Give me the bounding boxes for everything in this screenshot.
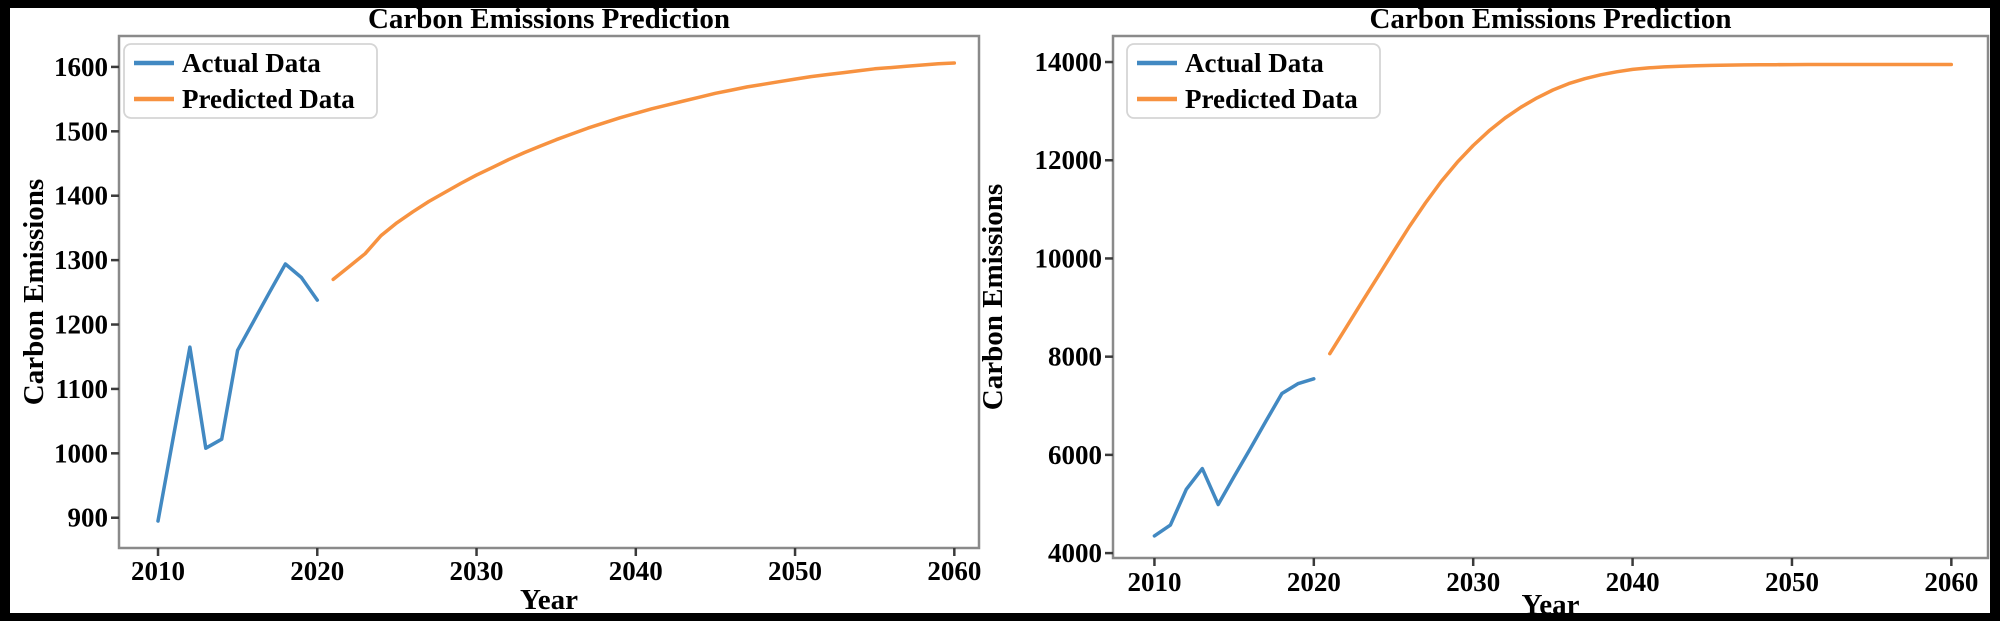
y-tick-label: 8000: [1048, 342, 1102, 372]
y-tick-label: 1500: [54, 116, 108, 146]
y-tick-label: 1300: [54, 245, 108, 275]
x-axis-label: Year: [520, 584, 578, 613]
left-figure-panel: 2010 2020 2030 2040 2050 2060 900 1000 1100 1200 1…: [10, 8, 982, 613]
y-tick-label: 1400: [54, 181, 108, 211]
predicted-data-line: [1328, 62, 1954, 356]
y-tick-label: 10000: [1035, 243, 1103, 273]
right-figure-panel: 2010 2020 2030 2040 2050 2060 4000 6000 8000 1000…: [982, 8, 1990, 613]
x-tick-label: 2040: [609, 556, 663, 586]
actual-data-line: [156, 262, 320, 523]
y-axis-label: Carbon Emissions: [982, 184, 1009, 410]
x-tick-label: 2060: [927, 556, 981, 586]
y-tick-label: 4000: [1048, 538, 1102, 568]
legend-box: [1126, 43, 1381, 119]
y-axis-label: Carbon Emissions: [18, 179, 50, 405]
x-tick-label: 2020: [1287, 567, 1341, 597]
legend-entry-label: Actual Data: [1185, 48, 1324, 78]
actual-data-line: [1152, 377, 1316, 538]
x-tick-label: 2010: [131, 556, 185, 586]
y-tick-label: 1200: [54, 310, 108, 340]
y-tick-label: 1600: [54, 52, 108, 82]
x-tick-label: 2020: [290, 556, 344, 586]
legend-entry-label: Actual Data: [182, 48, 321, 78]
legend-entry-label: Predicted Data: [182, 84, 355, 114]
chart-title: Carbon Emissions Prediction: [368, 8, 730, 35]
x-axis-label: Year: [1522, 589, 1580, 613]
y-tick-label: 12000: [1035, 145, 1103, 175]
y-tick-label: 1100: [55, 374, 108, 404]
left-chart: 2010 2020 2030 2040 2050 2060 900 1000 1100 1200 1…: [18, 8, 981, 613]
y-tick-label: 14000: [1035, 47, 1103, 77]
x-tick-label: 2030: [450, 556, 504, 586]
legend-entry-label: Predicted Data: [1185, 84, 1358, 114]
y-tick-label: 6000: [1048, 440, 1102, 470]
plot-frame: [1111, 34, 1990, 560]
right-chart: 2010 2020 2030 2040 2050 2060 4000 6000 8000 1000…: [982, 8, 1990, 613]
chart-title: Carbon Emissions Prediction: [1369, 8, 1731, 35]
x-tick-label: 2040: [1606, 567, 1660, 597]
predicted-data-line: [331, 61, 957, 282]
legend-box: [123, 43, 378, 119]
x-tick-label: 2030: [1446, 567, 1500, 597]
y-tick-label: 900: [68, 503, 109, 533]
x-tick-label: 2010: [1127, 567, 1181, 597]
x-tick-label: 2050: [1765, 567, 1819, 597]
x-tick-label: 2060: [1924, 567, 1978, 597]
y-tick-label: 1000: [54, 438, 108, 468]
plot-frame: [117, 34, 981, 550]
x-tick-label: 2050: [768, 556, 822, 586]
